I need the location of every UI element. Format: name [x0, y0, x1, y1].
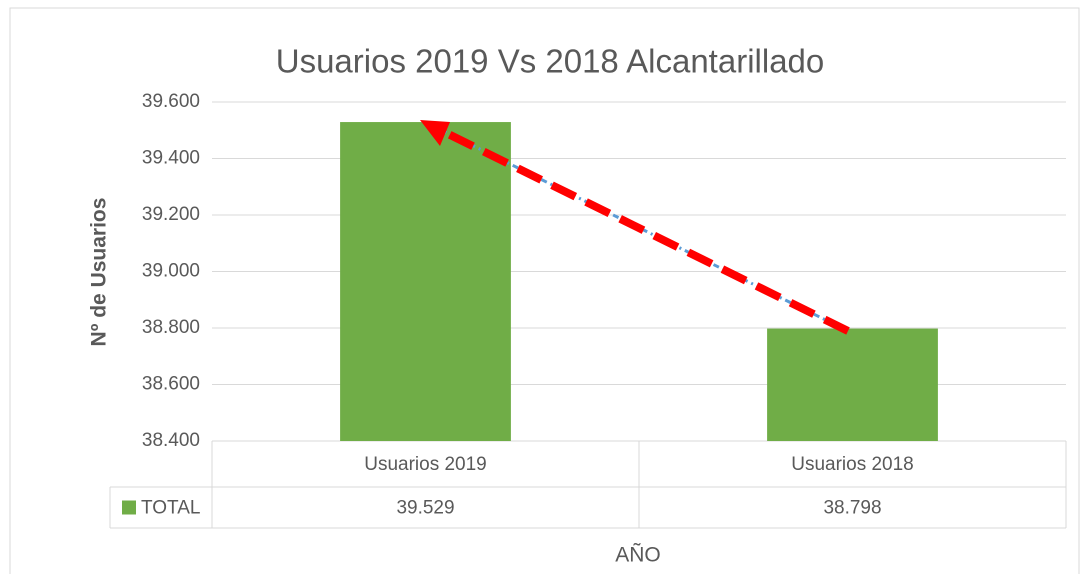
y-tick-label: 38.800 [142, 317, 200, 338]
bar [767, 328, 938, 441]
y-axis-label: Nº de Usuarios [88, 198, 111, 347]
y-tick-label: 39.400 [142, 148, 200, 169]
table-value: 38.798 [823, 498, 881, 519]
x-tick-label: Usuarios 2019 [364, 454, 487, 475]
arrow-line [436, 125, 850, 335]
legend-key [122, 500, 136, 515]
y-tick-label: 39.000 [142, 261, 200, 282]
y-tick-label: 39.600 [142, 91, 200, 112]
bar [340, 122, 511, 442]
table-value: 39.529 [396, 498, 454, 519]
chart-title: Usuarios 2019 Vs 2018 Alcantarillado [276, 43, 825, 80]
x-tick-label: Usuarios 2018 [791, 454, 914, 475]
y-tick-label: 38.400 [142, 430, 200, 451]
trend-arrow [420, 120, 850, 335]
y-tick-label: 38.600 [142, 374, 200, 395]
x-axis-label: AÑO [615, 543, 661, 567]
arrow-head [420, 120, 450, 146]
legend-label: TOTAL [141, 498, 200, 519]
y-tick-label: 39.200 [142, 204, 200, 225]
